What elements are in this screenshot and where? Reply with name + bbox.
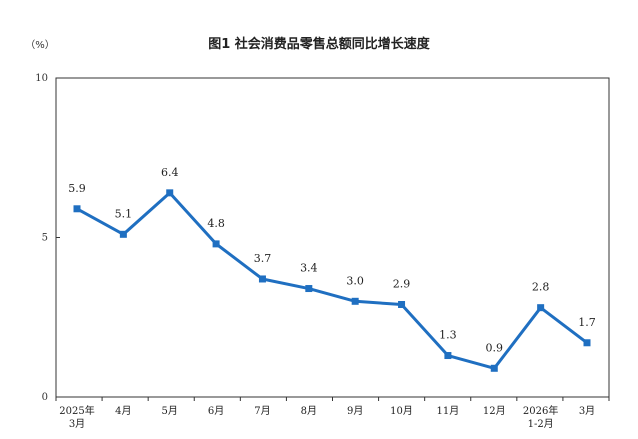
data-point: [305, 285, 313, 293]
data-label: 5.9: [68, 182, 86, 195]
series-line: [76, 191, 588, 370]
x-tick-label: 11月: [437, 405, 460, 417]
data-label: 2.8: [532, 281, 550, 294]
x-tick-label: 2025年: [59, 404, 94, 417]
data-points: [73, 189, 591, 372]
data-label: 5.1: [115, 207, 133, 220]
y-tick-label: 5: [42, 233, 48, 244]
data-point: [537, 304, 545, 312]
data-point: [490, 364, 498, 372]
x-tick-label: 7月: [254, 405, 270, 417]
plot-frame: [55, 77, 610, 398]
data-point: [583, 339, 591, 347]
x-tick-label: 6月: [208, 405, 224, 417]
x-tick-label: 8月: [301, 405, 317, 417]
data-labels: 5.9 5.1 6.4 4.8 3.7 3.4 3.0 2.9 1.3 0.9 2.8 1.7: [68, 166, 596, 354]
data-label: 3.0: [346, 274, 364, 287]
data-label: 0.9: [486, 341, 504, 354]
x-tick-label: 9月: [347, 405, 363, 417]
x-tick-label: 3月: [579, 405, 595, 417]
x-tick-label: 12月: [483, 405, 506, 417]
data-point: [119, 230, 127, 238]
y-tick-label: 0: [42, 392, 48, 403]
data-point: [398, 300, 406, 308]
data-label: 3.7: [254, 252, 272, 265]
chart-title: 图1 社会消费品零售总额同比增长速度: [208, 36, 431, 52]
data-label: 4.8: [207, 217, 225, 230]
x-tick-label: 3月: [69, 418, 85, 430]
data-point: [444, 352, 452, 360]
data-point: [166, 189, 174, 197]
data-point: [351, 297, 359, 305]
data-point: [212, 240, 220, 248]
y-tick-label: 10: [35, 73, 48, 84]
data-point: [73, 205, 81, 213]
x-tick-label: 2026年: [523, 404, 558, 417]
x-tick-label: 4月: [115, 405, 131, 417]
x-tick-label: 1-2月: [528, 418, 554, 430]
data-label: 2.9: [393, 277, 411, 290]
x-tick-label: 10月: [390, 405, 413, 417]
data-label: 6.4: [161, 166, 179, 179]
y-axis-unit-label: （%）: [25, 39, 55, 51]
data-label: 3.4: [300, 262, 318, 275]
data-label: 1.7: [578, 316, 596, 329]
x-tick-label: 5月: [162, 405, 178, 417]
data-point: [258, 275, 266, 283]
data-label: 1.3: [439, 329, 457, 342]
y-axis: 0 5 10: [35, 73, 60, 403]
